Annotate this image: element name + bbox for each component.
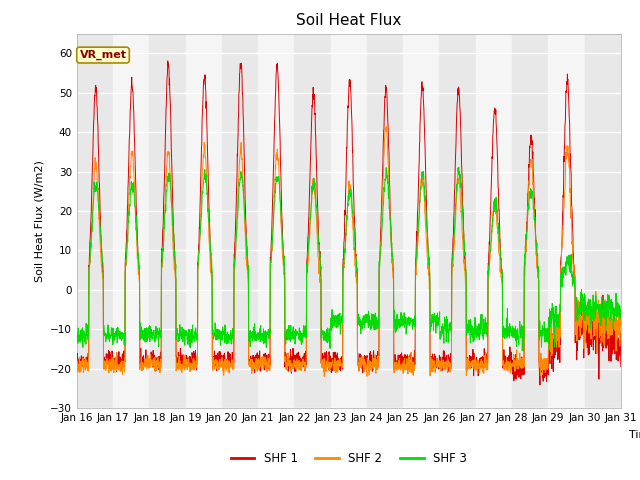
Bar (584, 34, 621, 408)
Bar (403, 34, 440, 408)
Bar (476, 34, 512, 408)
Legend: SHF 1, SHF 2, SHF 3: SHF 1, SHF 2, SHF 3 (226, 447, 472, 469)
Y-axis label: Soil Heat Flux (W/m2): Soil Heat Flux (W/m2) (35, 160, 45, 282)
Bar (331, 34, 367, 408)
Bar (77, 34, 113, 408)
Title: Soil Heat Flux: Soil Heat Flux (296, 13, 401, 28)
Text: VR_met: VR_met (79, 50, 127, 60)
Bar (294, 34, 331, 408)
Bar (222, 34, 258, 408)
Bar (258, 34, 294, 408)
Bar (367, 34, 403, 408)
Bar (440, 34, 476, 408)
X-axis label: Time: Time (629, 431, 640, 441)
Bar (512, 34, 548, 408)
Bar (149, 34, 186, 408)
Bar (548, 34, 584, 408)
Bar (186, 34, 222, 408)
Bar (113, 34, 149, 408)
